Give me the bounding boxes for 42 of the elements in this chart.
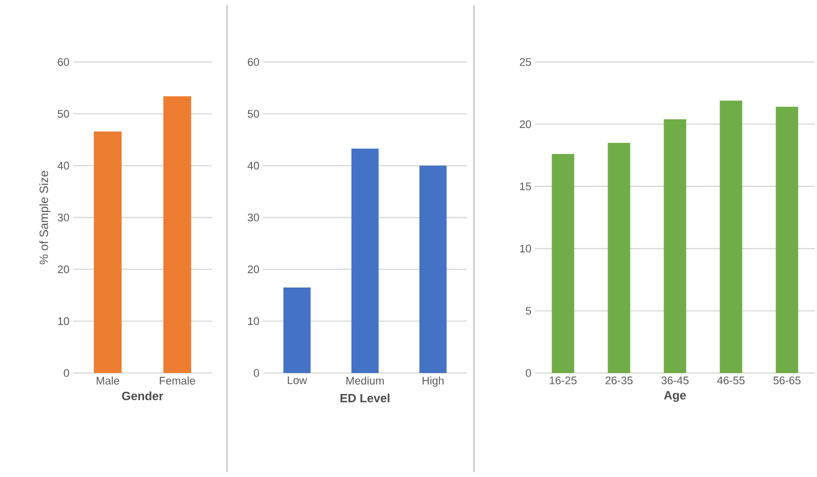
y-tick-label: 0 xyxy=(526,369,532,377)
x-tick-label: Male xyxy=(96,376,120,385)
bar xyxy=(720,100,742,373)
x-tick-label: 36-45 xyxy=(661,376,689,384)
x-tick-label: 26-35 xyxy=(606,376,633,384)
y-tick-label: 10 xyxy=(58,317,70,326)
bar xyxy=(776,106,798,373)
x-axis-title: ED Level xyxy=(340,394,390,402)
y-tick-label: 40 xyxy=(248,162,260,170)
y-tick-label: 20 xyxy=(520,120,532,128)
y-tick-label: 20 xyxy=(248,265,260,274)
x-tick-label: High xyxy=(422,376,444,387)
x-tick-label: Medium xyxy=(346,376,384,385)
y-tick-label: 20 xyxy=(58,265,70,274)
y-tick-label: 30 xyxy=(58,214,70,222)
y-axis-title: % of Sample Size xyxy=(39,170,50,264)
y-tick-label: 30 xyxy=(248,214,260,222)
y-tick-label: 10 xyxy=(520,244,532,252)
bar xyxy=(351,148,379,373)
x-tick-label: 56-65 xyxy=(773,376,801,384)
y-tick-label: 60 xyxy=(58,58,70,66)
x-axis-title: Age xyxy=(664,391,686,402)
bar xyxy=(664,119,686,373)
bar xyxy=(283,287,311,373)
bar xyxy=(552,154,574,373)
bar xyxy=(608,142,630,373)
y-tick-label: 50 xyxy=(58,110,70,118)
y-tick-label: 25 xyxy=(520,58,532,66)
x-tick-label: 16-25 xyxy=(550,376,577,384)
y-tick-label: 40 xyxy=(58,162,70,170)
y-tick-label: 0 xyxy=(64,369,70,377)
x-axis-title: Gender xyxy=(122,391,164,400)
y-tick-label: 15 xyxy=(520,182,532,190)
x-tick-label: Female xyxy=(160,376,196,385)
y-tick-label: 10 xyxy=(248,317,260,326)
x-tick-label: 46-55 xyxy=(717,376,745,384)
y-tick-label: 0 xyxy=(254,369,260,377)
y-tick-label: 60 xyxy=(248,58,260,66)
bar xyxy=(419,166,447,373)
y-tick-label: 50 xyxy=(248,110,260,118)
x-tick-label: Low xyxy=(288,376,308,384)
y-tick-label: 5 xyxy=(526,306,532,315)
